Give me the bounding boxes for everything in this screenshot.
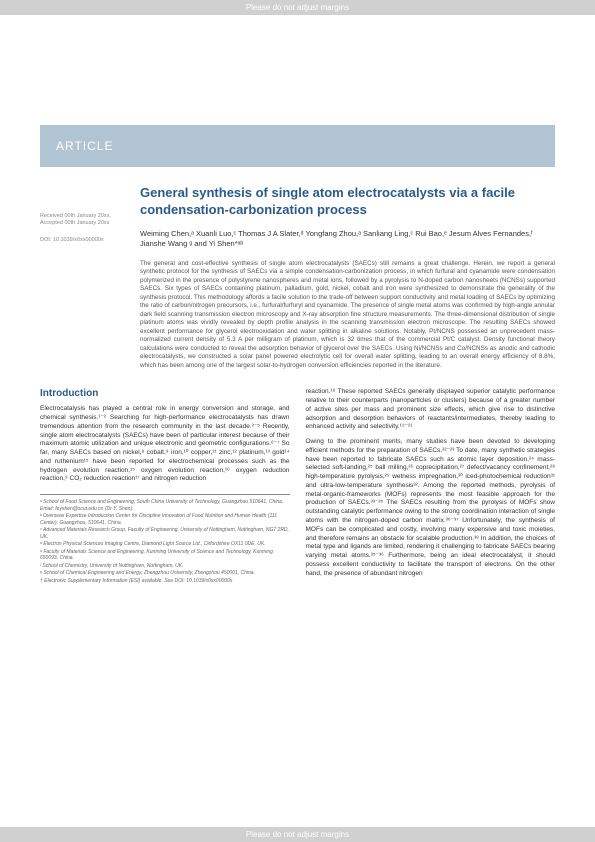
accepted-date: Accepted 00th January 20xx <box>40 220 130 227</box>
right-paragraph-1: reaction.¹⁸ These reported SAECs general… <box>306 388 556 432</box>
affiliation: ᶠ School of Chemistry, University of Not… <box>40 563 290 570</box>
intro-paragraph-1: Electrocatalysis has played a central ro… <box>40 405 290 484</box>
affiliation: ᵃ School of Food Science and Engineering… <box>40 499 290 512</box>
affiliation: ᵍ School of Chemical Engineering and Ene… <box>40 570 290 577</box>
bottom-margin-bar: Please do not adjust margins <box>0 827 595 842</box>
title-block: General synthesis of single atom electro… <box>140 185 555 219</box>
left-column: Introduction Electrocatalysis has played… <box>40 388 290 585</box>
metadata-sidebar: Received 00th January 20xx, Accepted 00t… <box>40 213 130 244</box>
affiliation: ᵉ Faculty of Materials Science and Engin… <box>40 549 290 562</box>
intro-body: Electrocatalysis has played a central ro… <box>40 405 290 484</box>
affiliation: † Electronic Supplementary Information (… <box>40 578 290 585</box>
introduction-heading: Introduction <box>40 388 290 399</box>
affiliation: ᶜ Advanced Materials Research Group, Fac… <box>40 527 290 540</box>
top-margin-bar: Please do not adjust margins <box>0 0 595 15</box>
affiliation: ᵈ Electron Physical Sciences Imaging Cen… <box>40 541 290 548</box>
affiliations-block: ᵃ School of Food Science and Engineering… <box>40 494 290 584</box>
two-column-body: Introduction Electrocatalysis has played… <box>40 388 555 585</box>
article-type-header: ARTICLE <box>40 125 555 167</box>
article-title: General synthesis of single atom electro… <box>140 185 555 219</box>
received-date: Received 00th January 20xx, <box>40 213 130 220</box>
right-paragraph-2: Owing to the prominent merits, many stud… <box>306 438 556 578</box>
doi-text: DOI: 10.1039/x0xx00000x <box>40 237 130 244</box>
right-body: reaction.¹⁸ These reported SAECs general… <box>306 388 556 578</box>
author-list: Weiming Chen,ᵃ Xuanli Luo,ᶜ Thomas J A S… <box>140 229 555 250</box>
abstract-text: The general and cost-effective synthesis… <box>140 260 555 371</box>
page-content: ARTICLE Received 00th January 20xx, Acce… <box>0 15 595 615</box>
affiliation: ᵇ Overseas Expertise Introduction Center… <box>40 513 290 526</box>
right-column: reaction.¹⁸ These reported SAECs general… <box>306 388 556 585</box>
